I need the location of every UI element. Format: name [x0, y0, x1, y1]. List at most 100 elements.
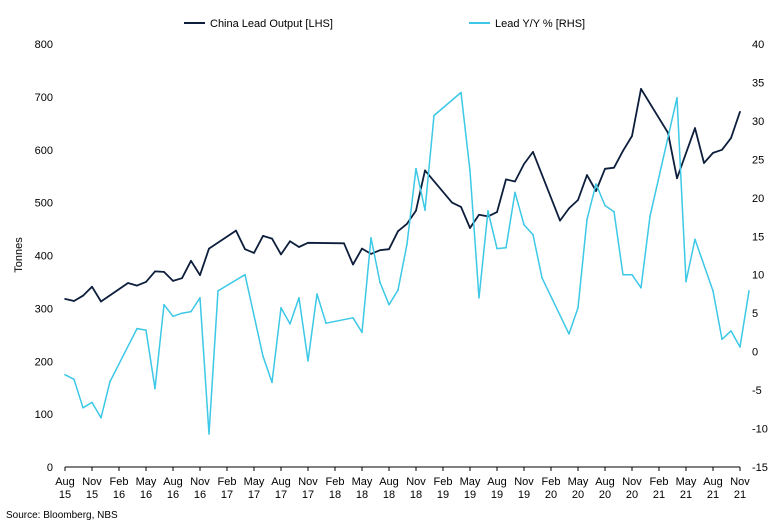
yoy-data-point — [262, 355, 264, 358]
yoy-data-point — [100, 417, 102, 419]
x-tick-label: Aug — [595, 476, 615, 488]
x-tick-label: Nov — [406, 476, 426, 488]
right-tick-label: 30 — [752, 116, 764, 128]
x-tick-label: Nov — [730, 476, 750, 488]
yoy-data-point — [181, 312, 183, 315]
right-tick-label: -15 — [752, 462, 768, 474]
yoy-data-point — [91, 401, 93, 404]
yoy-data-point — [523, 223, 525, 226]
x-tick-label: 16 — [167, 489, 179, 501]
x-tick-label: May — [244, 476, 265, 488]
x-tick-label: 17 — [275, 489, 287, 501]
yoy-data-point — [748, 290, 750, 292]
output-data-point — [208, 247, 210, 250]
output-data-point — [640, 88, 642, 90]
x-tick-label: 19 — [437, 489, 449, 501]
output-data-point — [514, 180, 516, 183]
right-tick-label: -5 — [752, 385, 762, 397]
output-data-point — [712, 152, 714, 154]
x-tick-label: Feb — [110, 476, 129, 488]
x-tick-label: 20 — [626, 489, 638, 501]
legend: China Lead Output [LHS] Lead Y/Y % [RHS] — [184, 18, 585, 30]
output-data-point — [577, 199, 579, 201]
x-tick-label: 19 — [518, 489, 530, 501]
yoy-data-point — [577, 307, 579, 309]
x-tick-label: 21 — [680, 489, 692, 501]
output-data-point — [262, 235, 264, 237]
x-tick-label: 20 — [599, 489, 611, 501]
yoy-data-point — [487, 210, 489, 212]
yoy-data-point — [325, 322, 327, 325]
output-data-point — [82, 294, 84, 297]
yoy-data-point — [271, 381, 273, 384]
x-tick-label: 18 — [410, 489, 422, 501]
output-data-point — [424, 169, 426, 172]
yoy-data-point — [109, 380, 111, 383]
output-data-point — [91, 285, 93, 288]
x-axis-ticks: Aug15Nov15Feb16May16Aug16Nov16Feb17May17… — [55, 467, 750, 501]
output-data-point — [163, 271, 165, 273]
yoy-data-point — [640, 287, 642, 289]
x-tick-label: May — [352, 476, 373, 488]
yoy-data-point — [136, 327, 138, 330]
yoy-data-point — [505, 247, 507, 249]
output-data-point — [172, 280, 174, 282]
yoy-data-point — [685, 280, 687, 283]
yoy-data-point — [307, 360, 309, 362]
output-data-point — [235, 229, 237, 232]
yoy-data-point — [388, 303, 390, 306]
output-data-point — [307, 242, 309, 244]
yoy-data-point — [514, 191, 516, 194]
output-series-line — [64, 88, 741, 303]
output-data-point — [127, 282, 129, 284]
output-data-point — [478, 214, 480, 216]
x-tick-label: Nov — [622, 476, 642, 488]
output-data-point — [190, 260, 192, 262]
yoy-data-point — [289, 323, 291, 325]
yoy-data-point — [73, 378, 75, 381]
yoy-data-point — [163, 303, 165, 306]
yoy-data-point — [739, 346, 741, 348]
yoy-data-point — [190, 310, 192, 313]
output-data-point — [703, 162, 705, 164]
right-tick-label: 10 — [752, 270, 764, 282]
yoy-data-point — [469, 170, 471, 172]
x-tick-label: 18 — [383, 489, 395, 501]
yoy-data-point — [208, 433, 210, 435]
output-data-point — [568, 207, 570, 210]
yoy-data-point — [478, 297, 480, 299]
x-tick-label: Aug — [487, 476, 507, 488]
yoy-data-point — [244, 273, 246, 276]
left-tick-label: 600 — [35, 145, 53, 157]
yoy-data-point — [730, 330, 732, 332]
right-tick-label: 5 — [752, 308, 758, 320]
series-layer — [64, 88, 750, 435]
right-tick-label: -10 — [752, 424, 768, 436]
left-tick-label: 100 — [35, 409, 53, 421]
x-tick-label: 20 — [572, 489, 584, 501]
output-data-point — [496, 211, 498, 213]
output-data-point — [154, 270, 156, 273]
yoy-data-point — [415, 167, 417, 170]
output-data-point — [181, 277, 183, 280]
x-tick-label: Feb — [650, 476, 669, 488]
x-tick-label: Feb — [218, 476, 237, 488]
yoy-data-point — [379, 281, 381, 284]
output-data-point — [370, 253, 372, 255]
yoy-data-point — [622, 273, 624, 276]
output-data-point — [271, 237, 273, 240]
yoy-data-point — [370, 237, 372, 239]
output-data-point — [523, 163, 525, 165]
x-tick-label: 15 — [59, 489, 71, 501]
right-tick-label: 15 — [752, 231, 764, 243]
x-tick-label: May — [136, 476, 157, 488]
left-axis-ticks: 0 100 200 300 400 500 600 700 800 — [35, 39, 53, 474]
left-tick-label: 200 — [35, 356, 53, 368]
right-tick-label: 0 — [752, 347, 758, 359]
output-data-point — [406, 223, 408, 225]
yoy-data-point — [316, 293, 318, 295]
x-tick-label: 19 — [464, 489, 476, 501]
yoy-data-point — [64, 373, 66, 376]
output-data-point — [244, 248, 246, 250]
